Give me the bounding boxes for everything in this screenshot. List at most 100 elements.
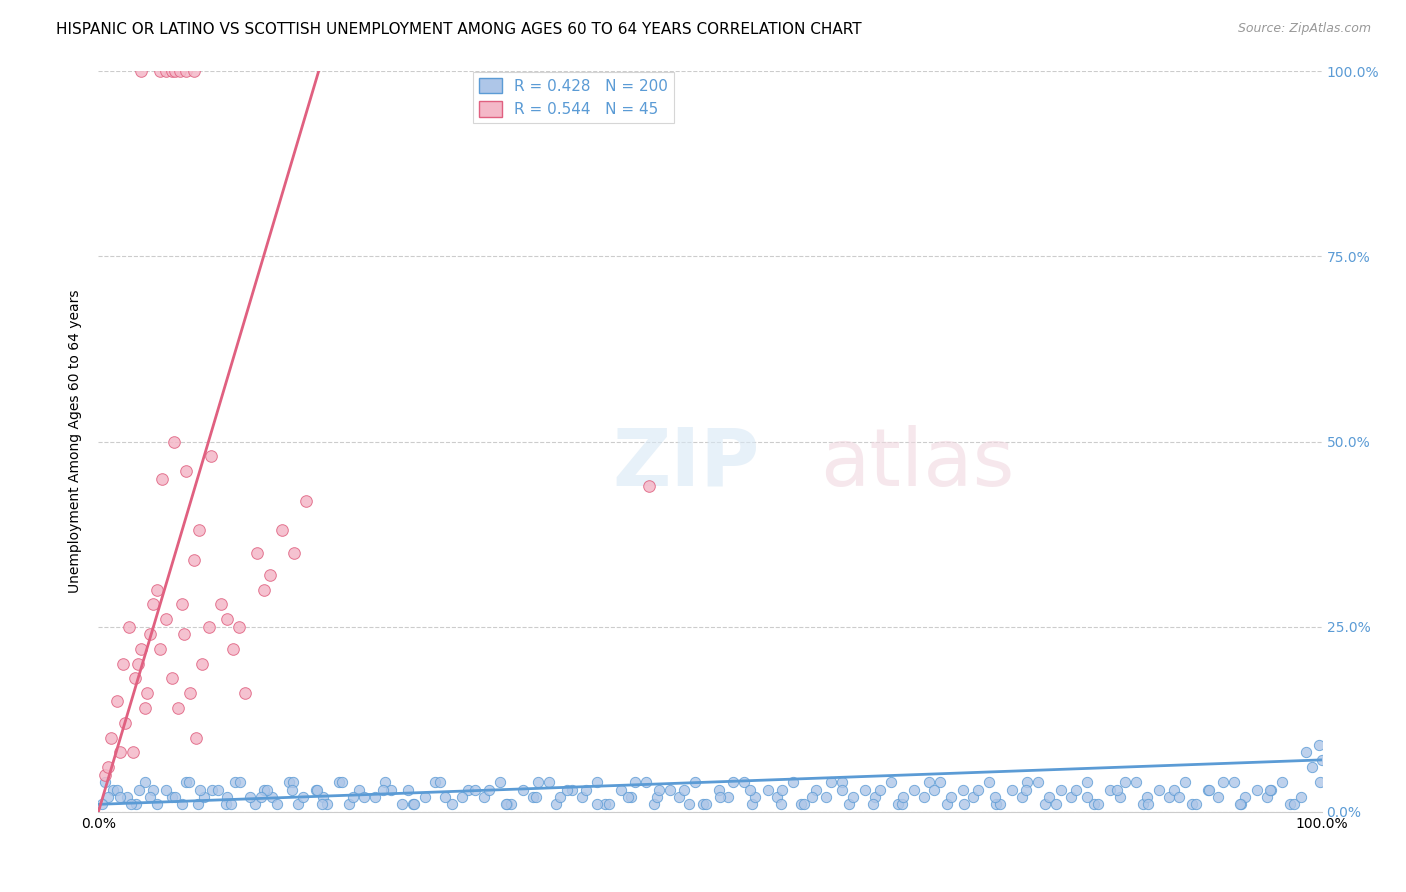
Point xyxy=(1167,789,1189,804)
Point xyxy=(124,672,146,686)
Point xyxy=(1114,775,1136,789)
Point xyxy=(176,775,198,789)
Point xyxy=(252,782,274,797)
Point xyxy=(1087,797,1109,812)
Point xyxy=(121,746,143,760)
Point xyxy=(214,797,236,812)
Point xyxy=(1206,789,1229,804)
Point xyxy=(250,789,273,804)
Point xyxy=(820,775,842,789)
Point xyxy=(929,775,952,789)
Point xyxy=(673,782,696,797)
Point xyxy=(127,657,149,671)
Point xyxy=(402,797,425,812)
Point xyxy=(311,797,333,812)
Point xyxy=(224,775,246,789)
Point xyxy=(967,782,990,797)
Point xyxy=(105,694,128,708)
Point xyxy=(91,797,114,812)
Point xyxy=(1212,775,1234,789)
Point xyxy=(295,493,318,508)
Point xyxy=(330,775,353,789)
Point xyxy=(233,686,256,700)
Point xyxy=(815,789,838,804)
Point xyxy=(280,782,302,797)
Point xyxy=(555,782,578,797)
Point xyxy=(1132,797,1154,812)
Point xyxy=(984,789,1007,804)
Point xyxy=(464,782,486,797)
Point xyxy=(1230,797,1253,812)
Point xyxy=(880,775,903,789)
Text: Source: ZipAtlas.com: Source: ZipAtlas.com xyxy=(1237,22,1371,36)
Point xyxy=(544,797,567,812)
Point xyxy=(201,782,224,797)
Point xyxy=(891,797,914,812)
Point xyxy=(1181,797,1204,812)
Point xyxy=(522,789,544,804)
Point xyxy=(402,797,425,812)
Point xyxy=(1064,782,1087,797)
Point xyxy=(1282,797,1305,812)
Point xyxy=(838,797,860,812)
Point xyxy=(114,715,136,730)
Point xyxy=(197,619,219,633)
Point xyxy=(887,797,910,812)
Point xyxy=(1001,782,1024,797)
Point xyxy=(723,775,745,789)
Point xyxy=(685,775,707,789)
Point xyxy=(1308,738,1330,752)
Text: HISPANIC OR LATINO VS SCOTTISH UNEMPLOYMENT AMONG AGES 60 TO 64 YEARS CORRELATIO: HISPANIC OR LATINO VS SCOTTISH UNEMPLOYM… xyxy=(56,22,862,37)
Point xyxy=(118,619,141,633)
Point xyxy=(800,789,823,804)
Point xyxy=(191,657,214,671)
Point xyxy=(146,797,169,812)
Point xyxy=(793,797,815,812)
Point xyxy=(1011,789,1033,804)
Point xyxy=(259,567,281,582)
Point xyxy=(200,450,222,464)
Point xyxy=(287,797,309,812)
Point xyxy=(1233,789,1256,804)
Point xyxy=(842,789,865,804)
Point xyxy=(593,797,616,812)
Point xyxy=(1033,797,1056,812)
Point xyxy=(707,782,730,797)
Point xyxy=(165,64,187,78)
Point xyxy=(744,789,766,804)
Point xyxy=(93,767,115,781)
Point xyxy=(433,789,456,804)
Point xyxy=(353,789,375,804)
Point xyxy=(668,789,690,804)
Point xyxy=(160,672,183,686)
Point xyxy=(733,775,755,789)
Point xyxy=(278,775,301,789)
Point xyxy=(170,797,193,812)
Point xyxy=(586,775,609,789)
Point xyxy=(1309,775,1331,789)
Point xyxy=(149,64,172,78)
Point xyxy=(262,789,284,804)
Point xyxy=(316,797,339,812)
Point xyxy=(678,797,700,812)
Point xyxy=(831,782,853,797)
Point xyxy=(609,782,631,797)
Legend: R = 0.428   N = 200, R = 0.544   N = 45: R = 0.428 N = 200, R = 0.544 N = 45 xyxy=(472,71,675,123)
Point xyxy=(246,546,269,560)
Point xyxy=(179,686,201,700)
Point xyxy=(806,782,828,797)
Text: ZIP: ZIP xyxy=(612,425,759,503)
Point xyxy=(918,775,941,789)
Point xyxy=(229,775,252,789)
Point xyxy=(364,789,387,804)
Point xyxy=(312,789,335,804)
Point xyxy=(209,598,232,612)
Point xyxy=(186,731,208,745)
Point xyxy=(1076,789,1098,804)
Point xyxy=(193,789,215,804)
Point xyxy=(891,789,914,804)
Point xyxy=(1060,789,1083,804)
Point xyxy=(769,797,792,812)
Point xyxy=(1198,782,1220,797)
Point xyxy=(647,789,669,804)
